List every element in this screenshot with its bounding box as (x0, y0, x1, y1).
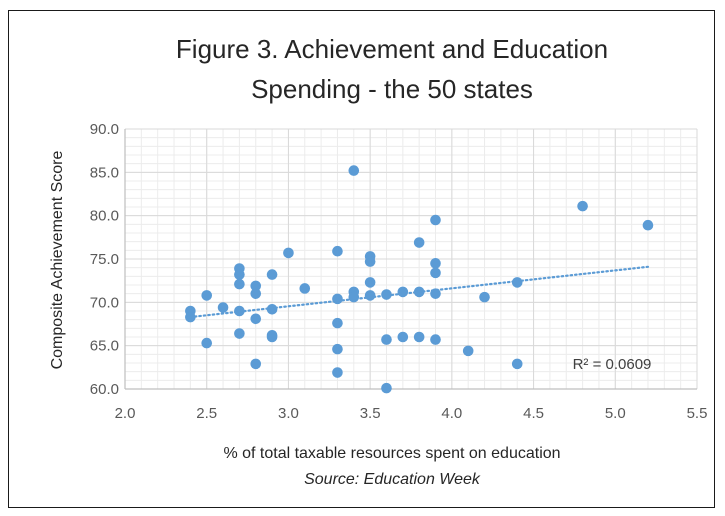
grid (124, 128, 698, 390)
data-point (381, 334, 392, 345)
chart-title-line-2: Spending - the 50 states (251, 74, 533, 104)
y-axis-title: Composite Achievement Score (49, 151, 66, 370)
data-point (348, 291, 360, 303)
data-point (332, 343, 343, 355)
data-point (201, 337, 213, 349)
y-tick-label: 70.0 (90, 294, 119, 311)
data-point (364, 277, 376, 288)
r-squared-label: R² = 0.0609 (573, 356, 652, 373)
y-tick-label: 60.0 (90, 381, 119, 398)
data-point (397, 286, 409, 298)
data-point (250, 313, 262, 325)
y-tick-label: 85.0 (90, 164, 119, 181)
data-point (364, 290, 376, 301)
tick-labels: 2.0 2.5 3.0 3.5 4.0 4.5 5.0 5.5 60.0 65.0 70.0 75.0… (90, 121, 708, 422)
data-point (381, 382, 392, 394)
data-point (266, 303, 278, 315)
data-point (642, 219, 654, 231)
data-point (250, 288, 262, 299)
x-tick-label: 2.5 (196, 405, 217, 422)
x-tick-label: 3.0 (278, 405, 299, 422)
data-point (511, 277, 523, 288)
data-point (299, 283, 311, 294)
data-point (234, 278, 245, 290)
y-tick-label: 65.0 (90, 338, 119, 355)
data-point (462, 345, 474, 357)
data-point (348, 165, 360, 176)
x-tick-label: 5.5 (687, 405, 708, 422)
data-point (283, 247, 294, 259)
data-point (430, 288, 441, 299)
data-point (266, 269, 278, 280)
x-tick-label: 4.0 (441, 405, 462, 422)
data-point (250, 280, 262, 292)
y-tick-label: 90.0 (90, 121, 119, 138)
data-point (381, 289, 392, 300)
data-point (234, 305, 245, 317)
x-tick-label: 3.5 (360, 405, 381, 422)
data-point (332, 245, 343, 257)
data-point (364, 256, 376, 267)
data-point (332, 293, 343, 305)
source-note: Source: Education Week (304, 471, 481, 488)
data-point (185, 311, 196, 323)
x-tick-label: 4.5 (523, 405, 544, 422)
data-points (185, 165, 654, 394)
chart-title-line-1: Figure 3. Achievement and Education (176, 34, 608, 64)
data-point (430, 334, 441, 345)
data-point (413, 237, 425, 248)
data-point (234, 328, 245, 339)
data-point (577, 200, 588, 212)
data-point (332, 367, 343, 378)
axes (124, 129, 697, 390)
x-tick-label: 5.0 (605, 405, 626, 422)
y-tick-label: 80.0 (90, 208, 119, 225)
x-tick-label: 2.0 (115, 405, 136, 422)
y-tick-label: 75.0 (90, 251, 119, 268)
x-axis-title: % of total taxable resources spent on ed… (223, 445, 560, 462)
data-point (413, 286, 425, 298)
data-point (332, 317, 343, 329)
data-point (266, 331, 278, 343)
data-point (250, 358, 262, 370)
data-point (479, 291, 490, 303)
data-point (234, 269, 245, 280)
data-point (430, 267, 441, 279)
data-point (397, 331, 409, 343)
data-point (217, 302, 229, 313)
data-point (430, 258, 441, 269)
data-point (430, 214, 441, 226)
data-point (201, 290, 213, 301)
data-point (511, 358, 523, 370)
data-point (413, 331, 425, 343)
